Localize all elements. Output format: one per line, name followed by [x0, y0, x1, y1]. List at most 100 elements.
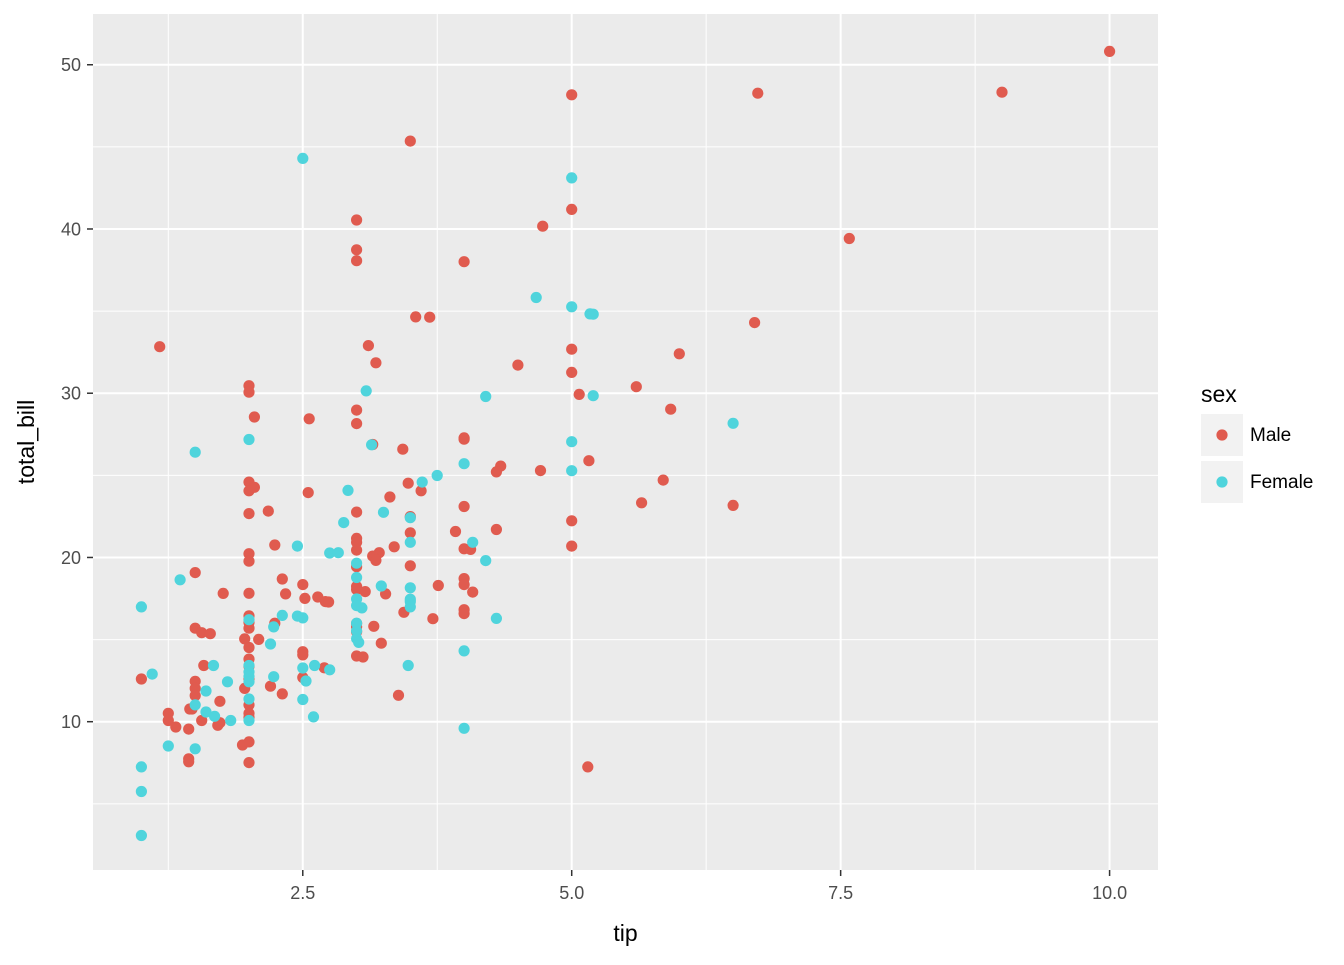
point-female	[243, 693, 255, 705]
point-male	[490, 466, 502, 478]
point-male	[239, 633, 251, 645]
point-male	[253, 633, 265, 646]
point-female	[189, 699, 201, 711]
point-female	[189, 743, 201, 755]
x-tick-label: 7.5	[828, 883, 853, 903]
point-female	[276, 609, 288, 622]
point-female	[189, 446, 201, 458]
point-female	[243, 433, 255, 446]
x-axis-title: tip	[613, 920, 637, 946]
point-male	[297, 579, 309, 591]
point-male	[657, 474, 669, 486]
point-male	[351, 214, 363, 226]
point-male	[299, 592, 311, 605]
point-female	[480, 390, 492, 403]
point-female	[480, 555, 492, 567]
point-male	[404, 560, 416, 572]
point-female	[351, 625, 363, 637]
point-male	[243, 386, 255, 398]
point-male	[665, 403, 677, 415]
point-male	[512, 359, 524, 371]
point-male	[752, 87, 764, 99]
x-tick-label: 5.0	[559, 883, 584, 903]
point-female	[566, 436, 578, 448]
point-female	[297, 152, 309, 164]
point-female	[458, 722, 470, 734]
y-tick-label: 10	[61, 712, 81, 732]
point-female	[375, 580, 387, 592]
point-male	[582, 761, 594, 773]
point-female	[324, 547, 336, 559]
plot-panel	[93, 14, 1158, 870]
point-male	[362, 340, 374, 352]
point-male	[843, 232, 855, 245]
legend-label-female: Female	[1250, 472, 1313, 493]
point-female	[351, 617, 363, 629]
point-female	[566, 465, 578, 477]
point-male	[189, 567, 201, 579]
point-female	[377, 506, 390, 518]
point-male	[183, 723, 195, 735]
point-female	[207, 659, 220, 672]
point-female	[135, 785, 147, 798]
point-female	[307, 711, 320, 723]
point-female	[300, 675, 312, 687]
point-male	[196, 714, 208, 727]
point-female	[200, 685, 212, 697]
legend: sex Male Female	[1201, 381, 1313, 503]
point-male	[424, 311, 436, 323]
point-female	[268, 671, 280, 683]
point-male	[297, 649, 309, 661]
point-male	[673, 348, 685, 360]
point-female	[309, 659, 321, 672]
point-male	[264, 680, 277, 692]
point-female	[162, 740, 174, 752]
point-female	[404, 582, 416, 594]
point-female	[332, 547, 344, 559]
point-male	[458, 433, 470, 445]
point-female	[324, 664, 336, 676]
point-male	[630, 381, 642, 393]
point-female	[404, 512, 416, 524]
point-male	[248, 411, 260, 423]
point-male	[351, 255, 363, 267]
point-male	[276, 688, 288, 700]
point-male	[392, 689, 405, 701]
point-male	[534, 465, 547, 477]
point-female	[243, 714, 255, 727]
point-male	[280, 588, 292, 600]
point-female	[402, 659, 414, 672]
data-points	[135, 45, 1116, 842]
point-male	[357, 651, 369, 663]
point-male	[1104, 45, 1116, 58]
x-tick-label: 2.5	[290, 883, 315, 903]
point-female	[268, 621, 280, 633]
point-male	[375, 637, 387, 649]
point-male	[370, 357, 382, 369]
legend-marker-male	[1216, 429, 1228, 441]
point-female	[566, 172, 578, 184]
y-axis-title: total_bill	[13, 400, 39, 484]
point-male	[490, 523, 502, 536]
point-male	[566, 515, 578, 527]
point-male	[415, 485, 427, 497]
point-male	[566, 366, 578, 378]
point-female	[297, 693, 309, 706]
point-male	[566, 203, 578, 215]
point-male	[351, 244, 363, 256]
y-tick-label: 40	[61, 219, 81, 239]
point-male	[583, 455, 595, 467]
point-female	[353, 636, 365, 649]
point-female	[467, 536, 479, 548]
legend-marker-female	[1216, 476, 1228, 488]
y-axis-ticks: 10 20 30 40 50	[61, 55, 93, 732]
point-male	[351, 404, 363, 416]
point-female	[338, 517, 350, 529]
point-female	[209, 710, 221, 722]
point-female	[416, 476, 428, 488]
point-male	[198, 659, 210, 672]
point-female	[135, 601, 147, 613]
point-male	[404, 135, 416, 147]
point-female	[146, 668, 158, 680]
point-female	[221, 676, 234, 688]
